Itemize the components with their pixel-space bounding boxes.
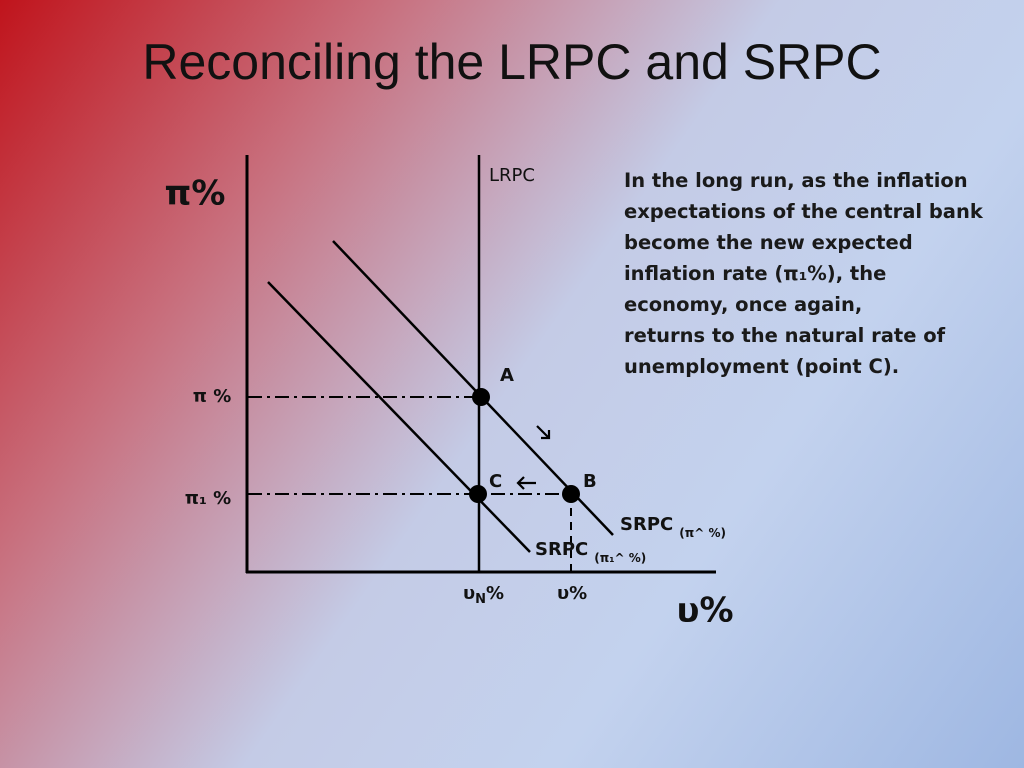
notes: In the long run, as the inflation expect… — [624, 165, 984, 382]
point-label: A — [500, 365, 514, 386]
note-line: returns to the natural rate of — [624, 324, 946, 347]
point — [469, 485, 487, 503]
srpc-line — [332, 240, 614, 536]
srpc-line — [267, 281, 531, 553]
note-line: In the long run, as the inflation — [624, 169, 968, 192]
point-label: C — [489, 471, 502, 492]
note-line: expectations of the central bank — [624, 200, 983, 223]
point-label: B — [583, 471, 597, 492]
x-level-label: υN% — [463, 583, 504, 607]
point — [472, 388, 490, 406]
curve-label: LRPC — [489, 165, 535, 186]
curve-label: SRPC (π₁^ %) — [535, 539, 646, 565]
y-level-label: π₁ % — [185, 488, 231, 509]
note-line: economy, once again, — [624, 293, 863, 316]
x-level-label: υ% — [557, 583, 587, 604]
note-line: become the new expected — [624, 231, 913, 254]
note-line: unemployment (point C). — [624, 355, 900, 378]
point — [562, 485, 580, 503]
curve-label: SRPC (π^ %) — [620, 514, 726, 540]
note-line: inflation rate (π₁%), the — [624, 262, 887, 285]
y-level-label: π % — [193, 386, 232, 407]
slide-title: Reconciling the LRPC and SRPC — [142, 34, 881, 90]
x-axis-title: υ% — [676, 591, 733, 631]
arrow — [516, 425, 551, 490]
y-axis-title: π% — [165, 174, 226, 214]
